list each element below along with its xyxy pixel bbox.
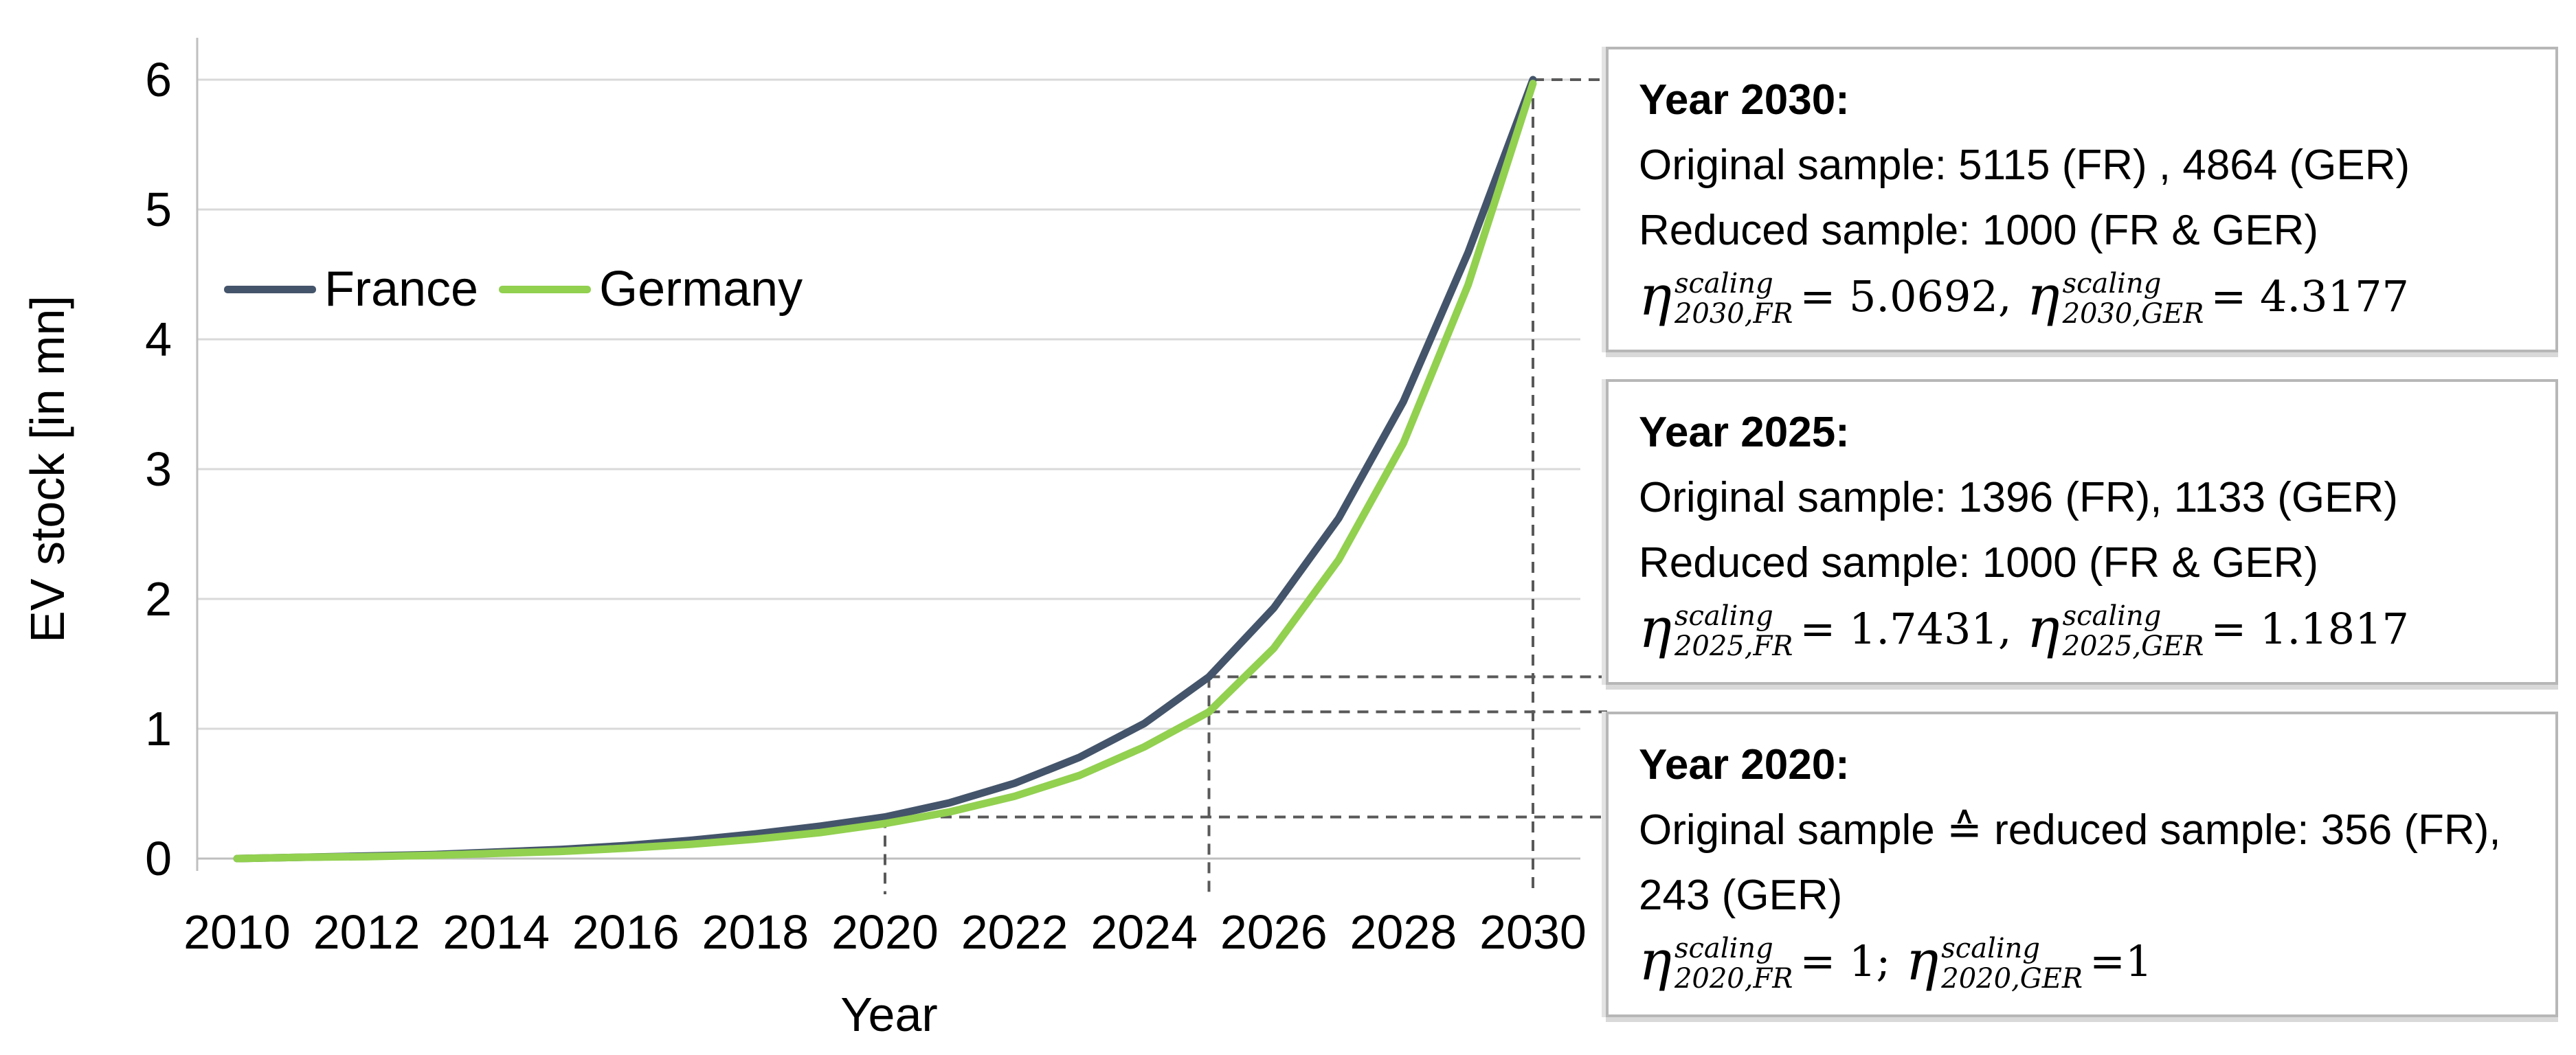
eta-term: η scaling 2025,GER [2026,596,2211,662]
annotation-formula: η scaling 2030,FR = 5.0692, η scaling 20… [1639,264,2525,330]
eta-term: η scaling 2030,FR [1639,264,1800,330]
annotation-original-sample: Original sample: 5115 (FR) , 4864 (GER) [1639,141,2410,189]
germany-series-curve [233,80,1537,863]
x-axis-tick-label: 2020 [831,905,939,959]
eta-value: = 1.7431, [1800,603,2012,654]
annotation-reduced-sample: Reduced sample: 1000 (FR & GER) [1639,539,2318,587]
x-axis-tick-label: 2016 [572,905,680,959]
eta-symbol: η [1905,929,1939,992]
y-axis-tick-label: 0 [145,832,172,885]
x-axis-tick-label: 2010 [183,905,291,959]
x-axis-tick-label: 2014 [443,905,550,959]
x-axis-tick-label: 2028 [1349,905,1457,959]
eta-term: η scaling 2030,GER [2026,264,2211,330]
legend-label-germany: Germany [599,262,803,317]
germany-series-line-swatch [499,285,592,293]
annotation-title: Year 2025: [1639,409,1850,456]
annotation-title: Year 2030: [1639,76,1850,124]
eta-term: η scaling 2020,GER [1905,929,2090,995]
eta-symbol: η [1639,264,1672,328]
annotation-formula: η scaling 2025,FR = 1.7431, η scaling 20… [1639,596,2525,662]
eta-value: = 1; [1800,935,1891,986]
france-series-line-swatch [224,285,316,293]
eta-value: =1 [2090,935,2153,986]
x-axis-title: Year [840,988,938,1041]
eta-symbol: η [1639,929,1672,992]
annotation-original-sample: Original sample: 1396 (FR), 1133 (GER) [1639,474,2398,521]
annotation-box-year-2020: Year 2020: Original sample ≙ reduced sam… [1606,712,2558,1017]
eta-symbol: η [1639,596,1672,660]
x-axis-tick-label: 2030 [1479,905,1587,959]
annotation-original-sample: Original sample ≙ reduced sample: 356 (F… [1639,806,2501,919]
y-axis-title: EV stock [in mn] [21,295,74,643]
annotation-reduced-sample: Reduced sample: 1000 (FR & GER) [1639,207,2318,254]
eta-symbol: η [2026,264,2060,328]
x-axis-tick-label: 2018 [702,905,809,959]
annotation-title: Year 2020: [1639,741,1850,789]
x-axis-tick-label: 2026 [1220,905,1328,959]
y-axis-tick-label: 4 [145,313,172,366]
eta-scripts: scaling 2020,GER [1941,933,2083,995]
eta-term: η scaling 2025,FR [1639,596,1800,662]
eta-scripts: scaling 2025,FR [1674,600,1793,662]
annotation-formula: η scaling 2020,FR = 1; η scaling 2020,GE… [1639,929,2525,995]
eta-value: = 1.1817 [2210,603,2409,654]
eta-scripts: scaling 2030,FR [1674,268,1793,330]
legend-label-france: France [324,262,479,317]
line-chart-canvas [196,38,1607,894]
eta-scripts: scaling 2025,GER [2062,600,2204,662]
y-axis-tick-label: 6 [145,53,172,106]
chart-legend: France Germany [224,262,803,317]
eta-value: = 5.0692, [1800,271,2012,321]
y-axis-tick-label: 1 [145,702,172,756]
eta-symbol: η [2026,596,2060,660]
y-axis-tick-label: 3 [145,442,172,496]
eta-scripts: scaling 2030,GER [2062,268,2204,330]
eta-scripts: scaling 2020,FR [1674,933,1793,995]
annotation-box-year-2030: Year 2030: Original sample: 5115 (FR) , … [1606,47,2558,352]
x-axis-tick-label: 2022 [961,905,1068,959]
eta-value: = 4.3177 [2210,271,2409,321]
annotation-box-year-2025: Year 2025: Original sample: 1396 (FR), 1… [1606,379,2558,685]
eta-term: η scaling 2020,FR [1639,929,1800,995]
x-axis-tick-label: 2012 [313,905,421,959]
x-axis-tick-label: 2024 [1090,905,1198,959]
y-axis-tick-label: 5 [145,183,172,236]
y-axis-tick-label: 2 [145,572,172,626]
